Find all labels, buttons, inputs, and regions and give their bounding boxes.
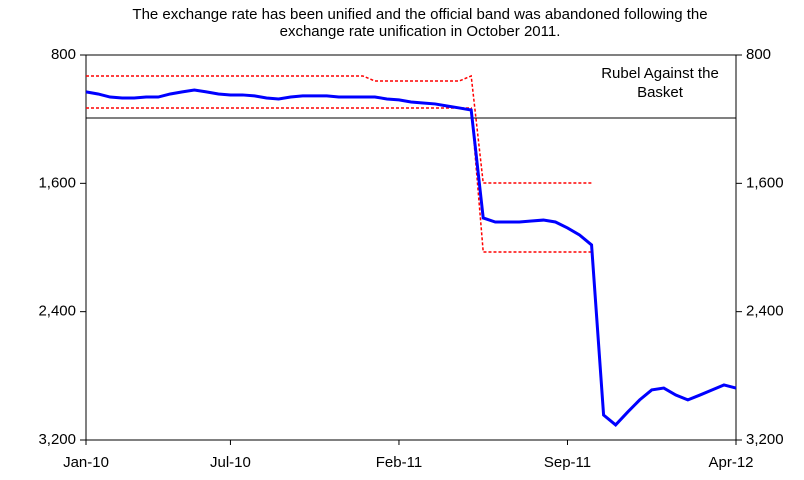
y-tick-label: 800 xyxy=(51,46,76,63)
chart-title: The exchange rate has been unified and t… xyxy=(132,6,708,40)
x-tick-label: Sep-11 xyxy=(544,454,591,471)
y-tick-label: 3,200 xyxy=(38,431,76,448)
y2-tick-label: 3,200 xyxy=(746,431,784,448)
series-line xyxy=(86,107,592,253)
series-line xyxy=(86,74,592,184)
x-tick-label: Jul-10 xyxy=(210,454,251,471)
plot-frame xyxy=(85,54,737,441)
x-tick-label: Jan-10 xyxy=(63,454,109,471)
series-line xyxy=(85,88,737,427)
y-tick-label: 2,400 xyxy=(38,303,76,320)
y2-tick-label: 2,400 xyxy=(746,303,784,320)
y-tick-label: 1,600 xyxy=(38,174,76,191)
y2-tick-label: 1,600 xyxy=(746,174,784,191)
legend-label: Rubel Against the Basket xyxy=(601,65,719,101)
x-tick-label: Feb-11 xyxy=(376,454,422,471)
x-tick-label: Apr-12 xyxy=(708,454,753,471)
y2-tick-label: 800 xyxy=(746,46,771,63)
